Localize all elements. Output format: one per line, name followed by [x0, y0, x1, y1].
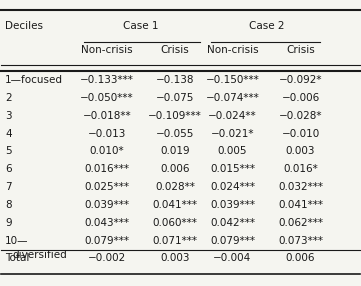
- Text: 0.060***: 0.060***: [153, 218, 197, 228]
- Text: 0.028**: 0.028**: [155, 182, 195, 192]
- Text: 0.073***: 0.073***: [278, 236, 323, 246]
- Text: 8: 8: [5, 200, 12, 210]
- Text: Non-crisis: Non-crisis: [206, 45, 258, 55]
- Text: Crisis: Crisis: [161, 45, 190, 55]
- Text: 0.039***: 0.039***: [84, 200, 130, 210]
- Text: 0.079***: 0.079***: [84, 236, 130, 246]
- Text: −0.138: −0.138: [156, 75, 194, 85]
- Text: −0.092*: −0.092*: [279, 75, 322, 85]
- Text: 9: 9: [5, 218, 12, 228]
- Text: 3: 3: [5, 111, 12, 121]
- Text: −0.024**: −0.024**: [208, 111, 257, 121]
- Text: 0.003: 0.003: [160, 253, 190, 263]
- Text: 10—: 10—: [5, 236, 29, 246]
- Text: 6: 6: [5, 164, 12, 174]
- Text: 0.015***: 0.015***: [210, 164, 255, 174]
- Text: 5: 5: [5, 146, 12, 156]
- Text: −0.018**: −0.018**: [83, 111, 131, 121]
- Text: Total: Total: [5, 253, 29, 263]
- Text: 0.071***: 0.071***: [153, 236, 197, 246]
- Text: Case 2: Case 2: [249, 21, 284, 31]
- Text: −0.028*: −0.028*: [279, 111, 322, 121]
- Text: 0.006: 0.006: [286, 253, 315, 263]
- Text: 0.024***: 0.024***: [210, 182, 255, 192]
- Text: 0.062***: 0.062***: [278, 218, 323, 228]
- Text: Crisis: Crisis: [286, 45, 315, 55]
- Text: −0.133***: −0.133***: [80, 75, 134, 85]
- Text: 7: 7: [5, 182, 12, 192]
- Text: −0.050***: −0.050***: [80, 93, 134, 103]
- Text: 0.039***: 0.039***: [210, 200, 255, 210]
- Text: −0.109***: −0.109***: [148, 111, 202, 121]
- Text: −0.006: −0.006: [281, 93, 319, 103]
- Text: −0.010: −0.010: [281, 128, 319, 138]
- Text: −0.150***: −0.150***: [205, 75, 259, 85]
- Text: −0.002: −0.002: [88, 253, 126, 263]
- Text: 0.032***: 0.032***: [278, 182, 323, 192]
- Text: 0.019: 0.019: [160, 146, 190, 156]
- Text: 0.005: 0.005: [218, 146, 247, 156]
- Text: 0.016***: 0.016***: [84, 164, 130, 174]
- Text: 0.043***: 0.043***: [84, 218, 130, 228]
- Text: 0.041***: 0.041***: [153, 200, 197, 210]
- Text: 0.079***: 0.079***: [210, 236, 255, 246]
- Text: −0.055: −0.055: [156, 128, 194, 138]
- Text: Deciles: Deciles: [5, 21, 43, 31]
- Text: −0.021*: −0.021*: [211, 128, 254, 138]
- Text: −0.075: −0.075: [156, 93, 194, 103]
- Text: diversified: diversified: [12, 250, 67, 260]
- Text: −0.013: −0.013: [88, 128, 126, 138]
- Text: −0.004: −0.004: [213, 253, 252, 263]
- Text: 0.016*: 0.016*: [283, 164, 318, 174]
- Text: 4: 4: [5, 128, 12, 138]
- Text: 0.041***: 0.041***: [278, 200, 323, 210]
- Text: Case 1: Case 1: [123, 21, 159, 31]
- Text: 0.003: 0.003: [286, 146, 315, 156]
- Text: 0.042***: 0.042***: [210, 218, 255, 228]
- Text: 2: 2: [5, 93, 12, 103]
- Text: 0.010*: 0.010*: [90, 146, 125, 156]
- Text: 1—focused: 1—focused: [5, 75, 63, 85]
- Text: 0.006: 0.006: [160, 164, 190, 174]
- Text: 0.025***: 0.025***: [84, 182, 130, 192]
- Text: Non-crisis: Non-crisis: [81, 45, 133, 55]
- Text: −0.074***: −0.074***: [205, 93, 259, 103]
